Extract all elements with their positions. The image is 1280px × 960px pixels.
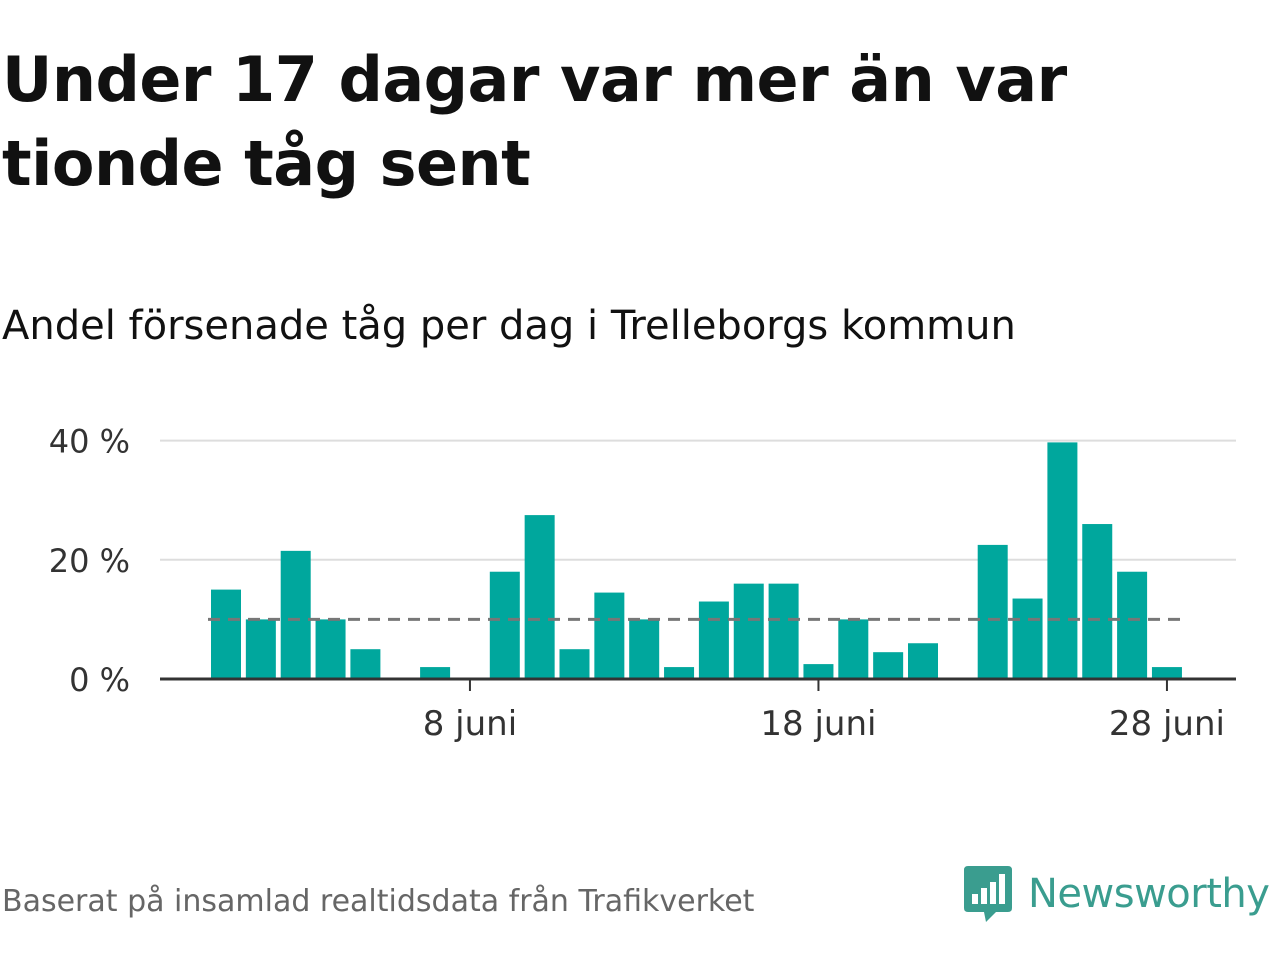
bar (211, 589, 241, 679)
bar (873, 652, 904, 679)
y-tick-label: 40 % (49, 423, 130, 461)
bar (594, 592, 625, 679)
bar (524, 515, 555, 679)
bar (420, 667, 451, 679)
x-tick-label: 18 juni (760, 704, 876, 744)
bar (1012, 598, 1043, 679)
bar (1047, 442, 1078, 679)
source-note: Baserat på insamlad realtidsdata från Tr… (2, 884, 755, 919)
bar (733, 583, 764, 679)
x-tick-label: 8 juni (423, 704, 517, 744)
bar (838, 619, 869, 679)
brand: Newsworthy (962, 862, 1270, 926)
x-tick-label: 28 juni (1109, 704, 1225, 744)
bar (908, 643, 938, 679)
y-tick-label: 0 % (69, 661, 130, 699)
bar (977, 544, 1008, 679)
bar (280, 550, 311, 679)
bar (315, 619, 346, 679)
bar (489, 571, 520, 679)
bar (245, 619, 276, 679)
bar-chart: 0 % 20 % 40 % 8 juni 18 juni 28 juni (49, 423, 1236, 744)
brand-name: Newsworthy (1028, 871, 1270, 917)
bar (629, 619, 660, 679)
chart-title: Under 17 dagar var mer än var tionde tåg… (2, 43, 1067, 200)
bar (768, 583, 799, 679)
bar (698, 601, 729, 679)
bar (803, 664, 834, 679)
newsworthy-logo-icon (964, 866, 1012, 922)
bar (559, 649, 590, 679)
bar (350, 649, 381, 679)
bar (1151, 667, 1182, 679)
bar (1082, 524, 1113, 679)
y-tick-label: 20 % (49, 542, 130, 580)
bar (664, 667, 695, 679)
bar (1117, 571, 1148, 679)
chart-subtitle: Andel försenade tåg per dag i Trelleborg… (2, 303, 1016, 349)
